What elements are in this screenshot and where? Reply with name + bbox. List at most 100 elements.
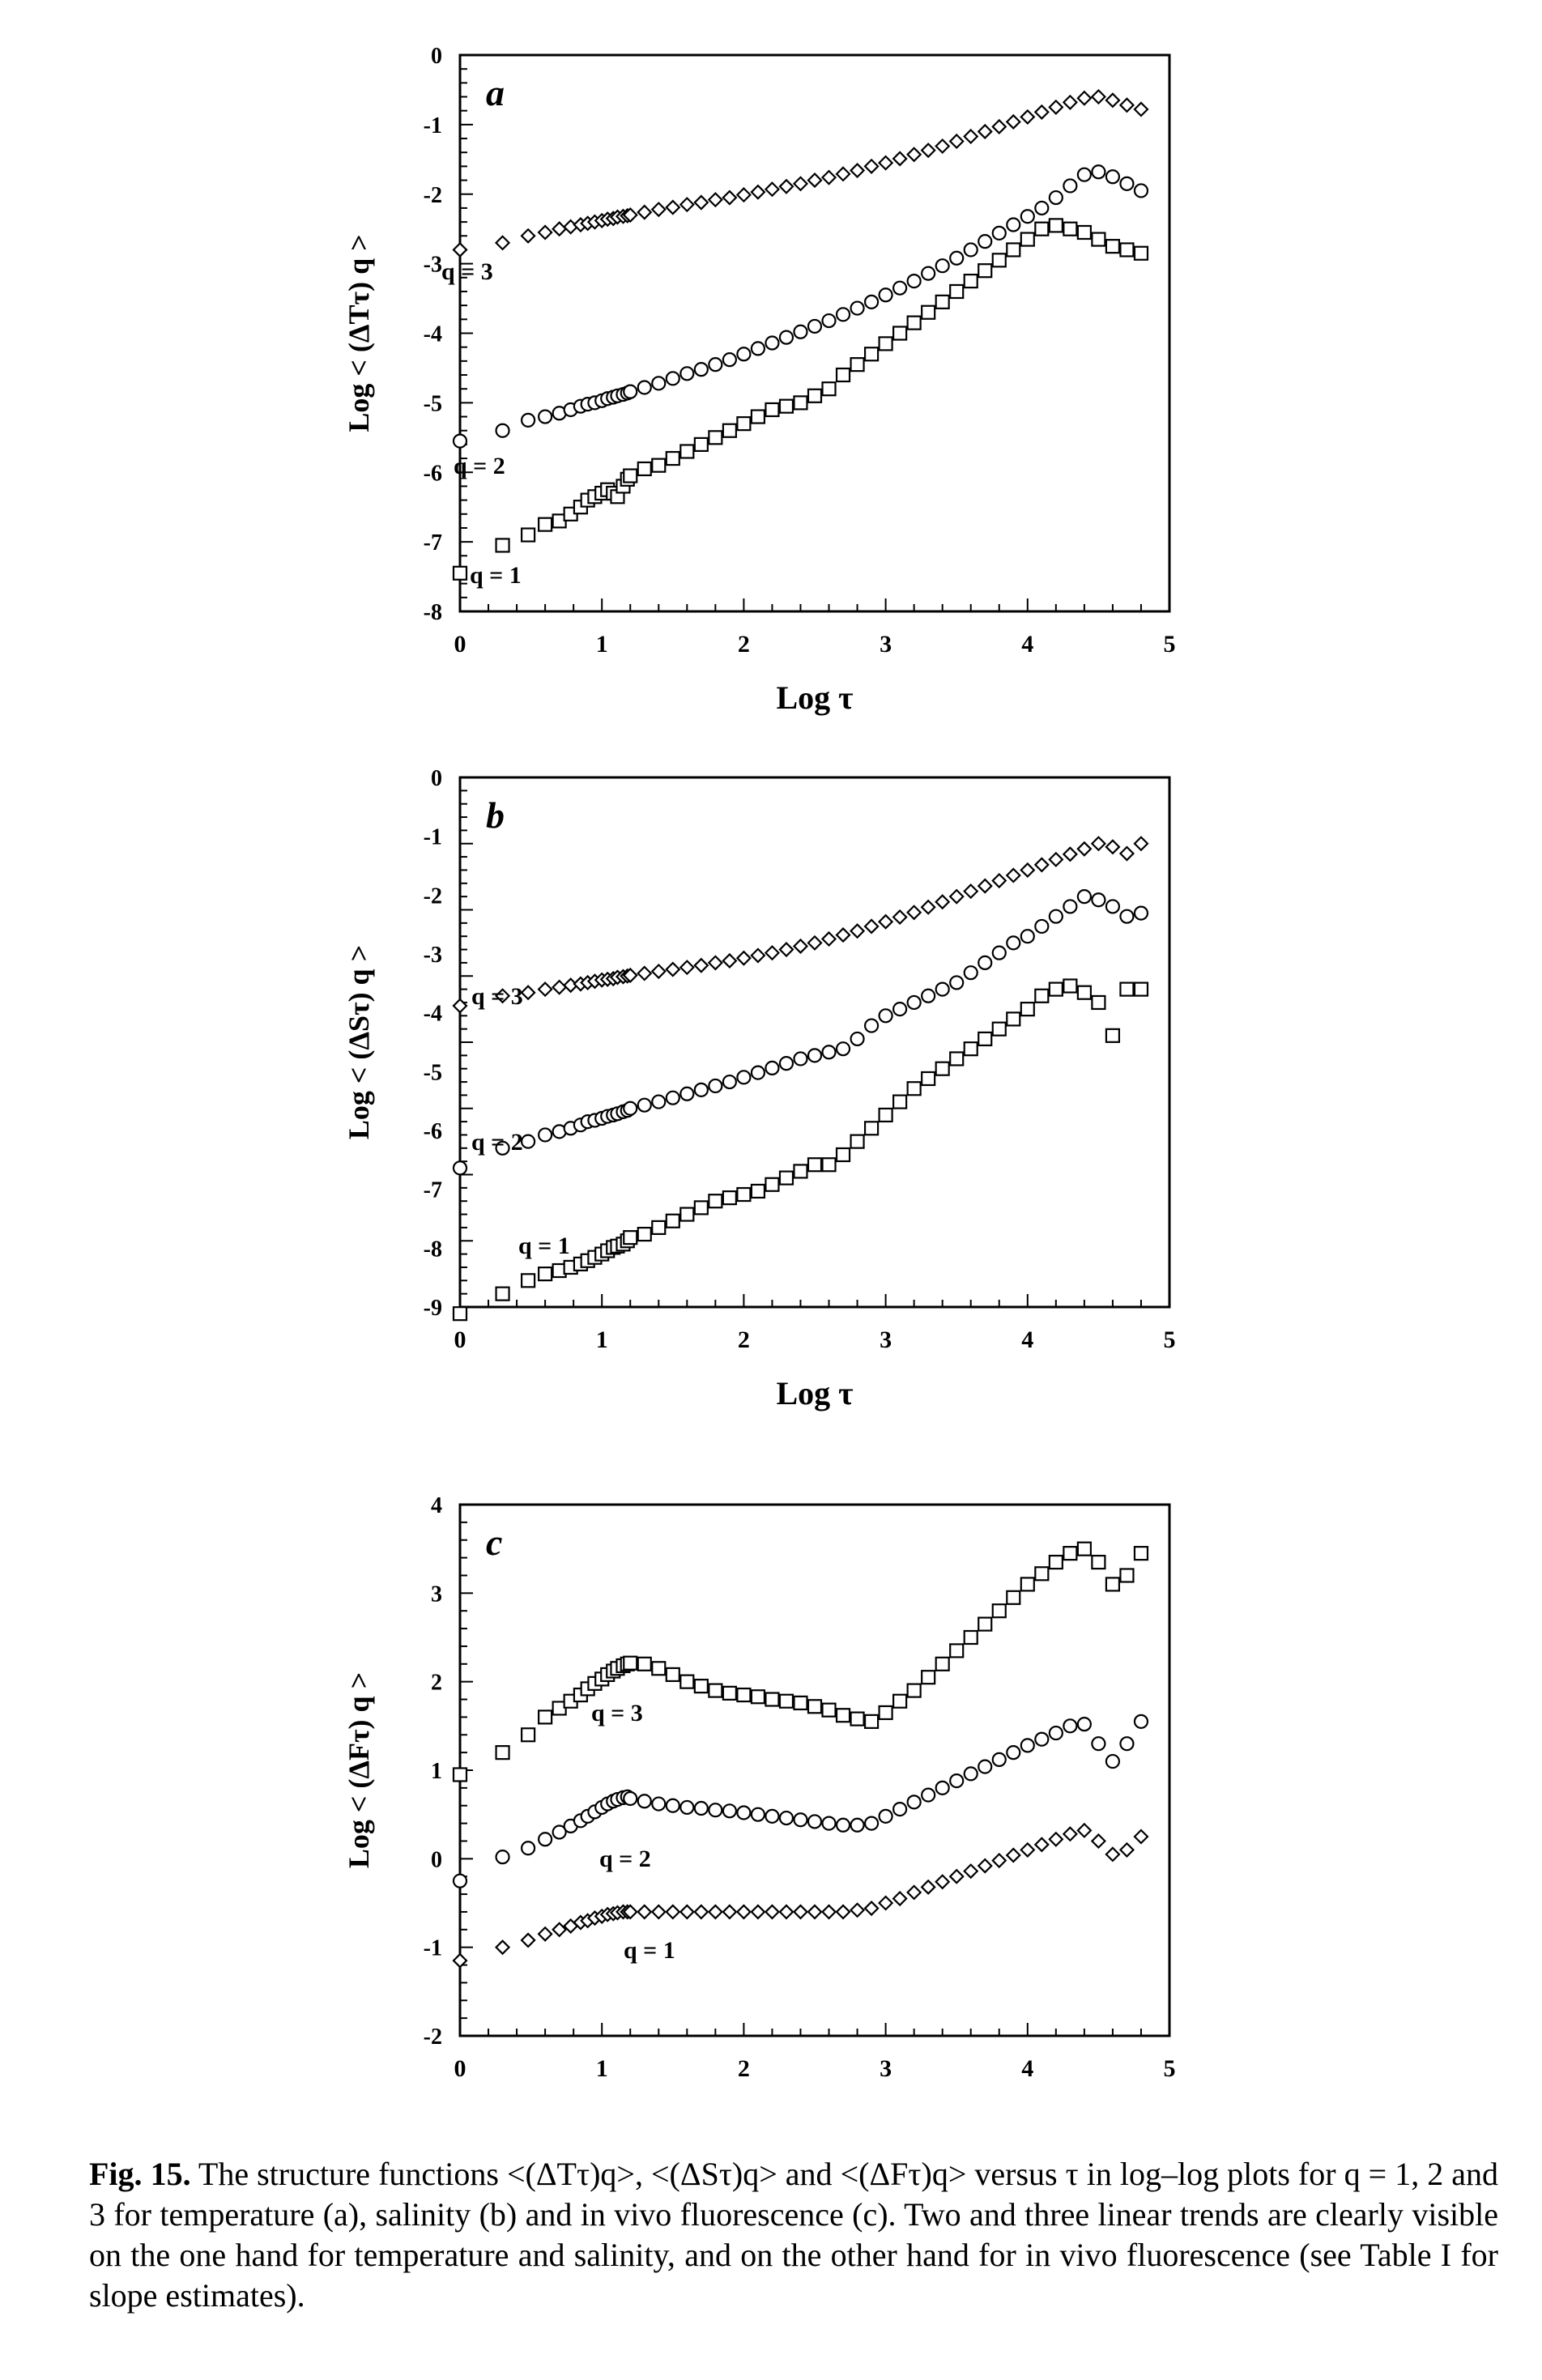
- figure-caption: Fig. 15. The structure functions <(ΔTτ)q…: [89, 2154, 1498, 2316]
- data-point-circle: [978, 1759, 993, 1774]
- data-point-square: [693, 436, 709, 453]
- data-point-circle: [1020, 209, 1035, 224]
- data-point-diamond: [991, 872, 1007, 889]
- data-point-diamond: [622, 206, 638, 224]
- data-point-diamond: [452, 1952, 468, 1969]
- data-point-diamond: [1090, 88, 1106, 105]
- data-point-diamond: [778, 178, 794, 194]
- data-point-square: [1048, 1554, 1063, 1570]
- data-point-square: [991, 1603, 1007, 1619]
- data-point-diamond: [693, 194, 709, 211]
- x-tick-label: 5: [1164, 2055, 1176, 2082]
- data-point-circle: [1105, 899, 1121, 914]
- data-point-square: [778, 1170, 794, 1186]
- data-point-square: [978, 263, 993, 279]
- data-point-diamond: [1005, 113, 1021, 130]
- data-point-circle: [1105, 1753, 1121, 1769]
- data-point-square: [651, 1220, 667, 1236]
- series-annotation: q = 3: [471, 983, 523, 1010]
- data-point-square: [892, 1094, 908, 1109]
- data-point-square: [807, 1157, 823, 1173]
- data-point-diamond: [764, 1904, 780, 1920]
- data-point-diamond: [778, 1904, 794, 1920]
- data-point-diamond: [637, 204, 653, 220]
- y-axis-title: Log < (ΔSτ) q >: [343, 945, 375, 1139]
- series-q=3: [452, 836, 1149, 1014]
- data-point-square: [778, 1693, 794, 1709]
- data-point-diamond: [495, 1939, 511, 1956]
- data-point-square: [935, 1061, 950, 1076]
- data-point-square: [623, 468, 638, 483]
- series-annotation: q = 1: [624, 1937, 675, 1964]
- y-tick-label: -1: [424, 113, 442, 138]
- data-point-diamond: [722, 189, 738, 206]
- data-point-circle: [708, 1078, 723, 1094]
- series-q=1: [452, 1822, 1149, 1969]
- series-annotation: q = 3: [441, 258, 493, 285]
- data-point-diamond: [1062, 1826, 1078, 1842]
- series-annotation: q = 3: [591, 1700, 643, 1726]
- data-point-square: [665, 450, 680, 466]
- data-point-diamond: [520, 228, 536, 244]
- data-point-circle: [921, 1787, 936, 1803]
- data-point-circle: [452, 433, 468, 449]
- series-q=1: [452, 978, 1149, 1322]
- y-tick-label: -6: [424, 461, 442, 486]
- y-tick-label: 1: [431, 1759, 442, 1784]
- data-point-circle: [778, 1056, 794, 1071]
- data-point-diamond: [537, 981, 553, 998]
- data-point-square: [1034, 221, 1050, 236]
- data-point-circle: [892, 280, 908, 296]
- data-point-square: [693, 1200, 709, 1216]
- y-tick-label: 2: [431, 1671, 442, 1696]
- series-q=2: [452, 1714, 1149, 1888]
- data-point-circle: [623, 384, 638, 399]
- data-point-diamond: [750, 1904, 766, 1920]
- data-point-diamond: [1020, 109, 1036, 125]
- data-point-circle: [665, 1090, 680, 1105]
- data-point-circle: [963, 965, 978, 981]
- data-point-square: [452, 1306, 468, 1322]
- plot-frame: [458, 1503, 1171, 2037]
- data-point-square: [708, 430, 723, 445]
- data-point-square: [949, 1051, 965, 1067]
- data-point-circle: [835, 307, 851, 322]
- data-point-square: [850, 1711, 865, 1726]
- data-point-diamond: [707, 955, 723, 971]
- data-point-square: [722, 1685, 737, 1701]
- y-tick-label: -7: [424, 1178, 442, 1203]
- data-point-diamond: [552, 1922, 568, 1938]
- y-tick-label: 3: [431, 1582, 442, 1607]
- data-point-diamond: [693, 1904, 709, 1920]
- data-point-circle: [1133, 183, 1149, 198]
- data-point-circle: [1133, 905, 1149, 921]
- data-point-square: [963, 273, 978, 289]
- data-point-circle: [1006, 217, 1021, 232]
- data-point-diamond: [820, 169, 837, 185]
- data-point-square: [1063, 1546, 1078, 1561]
- y-tick-label: -5: [424, 1060, 442, 1085]
- data-point-square: [637, 1656, 652, 1671]
- data-point-diamond: [622, 1904, 638, 1920]
- data-point-square: [665, 1213, 680, 1228]
- data-point-diamond: [679, 1904, 695, 1920]
- data-point-square: [821, 1702, 837, 1718]
- data-point-circle: [850, 1031, 865, 1047]
- data-point-circle: [935, 258, 950, 274]
- data-point-circle: [793, 1812, 808, 1828]
- data-point-diamond: [835, 927, 851, 943]
- data-point-square: [807, 1699, 823, 1714]
- data-point-circle: [1076, 167, 1092, 182]
- data-point-square: [949, 1643, 965, 1658]
- data-point-diamond: [679, 197, 695, 213]
- series-annotation: q = 1: [518, 1233, 570, 1259]
- data-point-square: [991, 1021, 1007, 1037]
- x-tick-label: 4: [1021, 2055, 1033, 2082]
- y-tick-label: -3: [424, 943, 442, 968]
- data-point-circle: [821, 313, 837, 329]
- data-point-square: [850, 357, 865, 373]
- data-point-square: [1048, 218, 1063, 233]
- data-point-circle: [665, 371, 680, 386]
- data-point-square: [538, 1267, 553, 1282]
- data-point-diamond: [1048, 1831, 1064, 1847]
